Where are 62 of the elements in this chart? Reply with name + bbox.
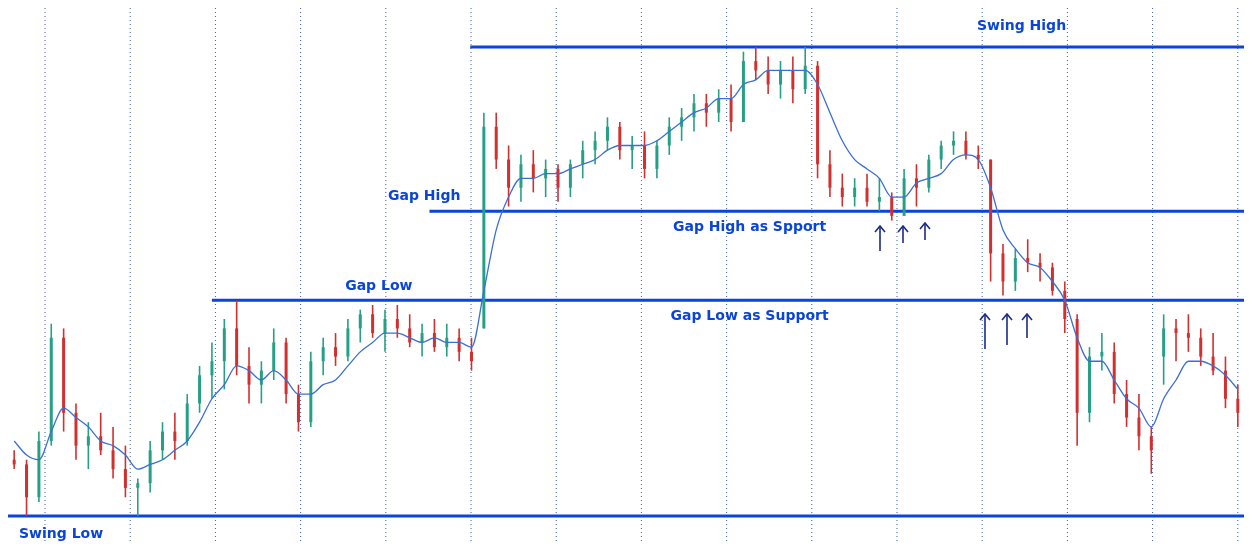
candlestick [321,336,325,377]
candlestick [1236,383,1240,428]
candlestick [618,121,622,161]
candlestick [853,177,857,208]
candlestick [890,191,894,222]
candlestick [470,336,473,372]
candlestick [210,341,214,400]
candlestick [420,322,424,358]
candlestick [1149,426,1153,475]
candlestick [247,346,251,405]
candlestick [1186,313,1190,353]
candlestick [395,304,399,339]
candlestick [1100,332,1104,372]
candlestick [259,360,263,405]
candlestick [692,93,696,133]
ref-line-label: Gap Low [345,276,413,293]
candlestick [791,55,795,105]
ref-line-label: Swing High [976,16,1067,33]
candlestick [1050,261,1054,297]
candlestick [334,332,338,367]
candlestick [581,140,585,180]
candlestick [964,130,968,161]
candlestick [161,421,164,461]
candlestick [556,163,560,203]
candlestick [828,149,832,198]
candlestick [1174,318,1178,363]
candlestick [655,140,659,180]
candlestick [1088,346,1091,423]
candlestick [593,130,597,166]
candlestick [803,46,807,95]
candlestick [358,308,362,344]
candlestick [383,308,387,353]
candlestick [605,116,609,151]
candlestick [643,130,647,180]
annotation: Gap Low as Support [670,306,829,323]
candlestick [1199,327,1203,367]
candlestick [111,426,115,480]
candlestick [568,158,572,198]
candlestick [877,177,881,212]
candlestick [754,46,758,81]
candlestick [371,304,375,339]
candlestick [123,444,127,499]
candlestick [939,140,943,170]
ref-line-label: Swing Low [19,524,104,541]
annotation: Gap High as Spport [672,217,827,234]
candlestick [729,83,733,133]
candlestick [531,149,535,194]
candlestick [173,412,177,461]
candlestick [1137,393,1141,452]
candlestick [136,477,140,517]
ref-line-label: Gap High [388,186,461,203]
candlestick [840,172,844,208]
candlestick [86,421,90,470]
candlestick [1013,247,1017,292]
candlestick [519,154,523,203]
candlestick [457,327,461,363]
candlestick [408,313,412,348]
candlestick [717,88,721,123]
candlestick [1125,379,1129,428]
candlestick [779,60,782,100]
candlestick [865,172,869,208]
candlestick [766,55,770,95]
